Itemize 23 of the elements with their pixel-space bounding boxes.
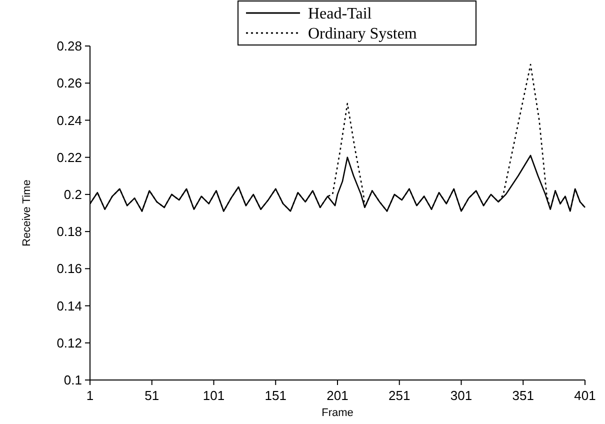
x-tick-label: 401 xyxy=(574,388,596,403)
y-tick-label: 0.1 xyxy=(64,372,82,388)
y-tick-label: 0.12 xyxy=(56,335,82,350)
x-tick-label: 301 xyxy=(450,388,472,403)
y-tick-label: 0.28 xyxy=(56,38,82,54)
y-tick-label: 0.26 xyxy=(56,76,82,91)
x-tick-label: 101 xyxy=(202,388,225,403)
legend-label: Head-Tail xyxy=(308,6,372,23)
x-tick-label: 51 xyxy=(144,388,160,403)
y-tick-label: 0.2 xyxy=(64,186,82,202)
y-tick-label: 0.22 xyxy=(56,150,82,165)
x-tick-label: 151 xyxy=(264,388,286,403)
y-tick-label: 0.18 xyxy=(56,224,82,240)
x-axis-title: Frame xyxy=(322,407,354,419)
x-tick-label: 351 xyxy=(512,388,534,403)
y-tick-label: 0.16 xyxy=(56,261,82,276)
x-tick-label: 251 xyxy=(388,388,410,403)
legend-label: Ordinary System xyxy=(308,26,418,43)
x-tick-label: 1 xyxy=(86,388,94,403)
x-tick-label: 201 xyxy=(326,388,348,403)
y-tick-label: 0.24 xyxy=(56,112,82,128)
y-axis-title: Receive Time xyxy=(21,180,33,246)
y-tick-label: 0.14 xyxy=(56,298,82,314)
